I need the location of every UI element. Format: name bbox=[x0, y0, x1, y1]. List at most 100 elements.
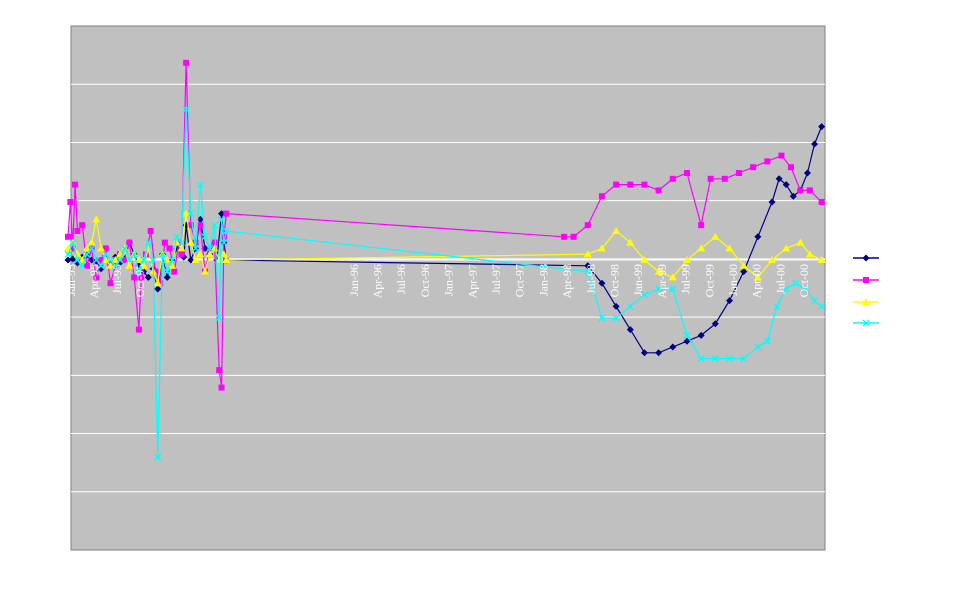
data-point bbox=[775, 175, 783, 183]
data-point bbox=[627, 181, 634, 188]
x-tick-label: Jan-99 bbox=[631, 264, 645, 296]
data-point bbox=[144, 239, 152, 247]
x-tick-label: Jul-98 bbox=[584, 264, 598, 294]
data-point bbox=[584, 262, 592, 270]
data-point bbox=[93, 274, 100, 281]
data-point bbox=[711, 320, 719, 328]
data-point bbox=[598, 279, 606, 287]
data-point bbox=[78, 262, 86, 270]
data-point bbox=[655, 187, 662, 194]
data-point bbox=[669, 285, 677, 293]
x-tick-label: Apr-98 bbox=[560, 264, 574, 298]
data-point bbox=[210, 244, 219, 252]
data-point bbox=[626, 238, 635, 246]
data-point bbox=[102, 250, 110, 258]
data-point bbox=[154, 285, 162, 293]
data-point bbox=[206, 244, 214, 252]
data-point bbox=[92, 215, 101, 223]
x-tick-label: Apr-00 bbox=[750, 264, 764, 298]
legend-item bbox=[853, 254, 879, 262]
data-point bbox=[787, 164, 794, 171]
data-point bbox=[797, 187, 804, 194]
data-point bbox=[82, 244, 91, 252]
data-point bbox=[79, 222, 86, 229]
legend-marker bbox=[862, 298, 870, 305]
x-tick-label: Jul-99 bbox=[679, 264, 693, 294]
data-point bbox=[613, 181, 620, 188]
x-tick-label: Jan-95 bbox=[64, 264, 78, 296]
data-point bbox=[177, 239, 185, 247]
data-point bbox=[135, 268, 143, 276]
data-point bbox=[171, 268, 178, 275]
data-point bbox=[83, 250, 91, 258]
data-point bbox=[211, 239, 218, 246]
data-point bbox=[598, 314, 606, 322]
data-point bbox=[69, 245, 76, 252]
data-point bbox=[626, 326, 634, 334]
data-point bbox=[163, 268, 171, 276]
data-point bbox=[668, 273, 677, 281]
data-point bbox=[768, 198, 776, 206]
data-point bbox=[197, 222, 204, 229]
data-point bbox=[126, 239, 133, 246]
data-point bbox=[168, 256, 176, 264]
data-point bbox=[669, 343, 677, 351]
data-point bbox=[683, 331, 691, 339]
data-point bbox=[782, 181, 790, 189]
data-point bbox=[216, 367, 223, 374]
data-point bbox=[778, 152, 785, 159]
x-tick-label: Oct-99 bbox=[702, 264, 716, 297]
data-point bbox=[201, 233, 209, 241]
data-point bbox=[154, 453, 162, 461]
data-point bbox=[806, 187, 813, 194]
data-point bbox=[707, 175, 714, 182]
data-point bbox=[711, 355, 719, 363]
data-point bbox=[215, 256, 224, 263]
data-point bbox=[201, 267, 210, 275]
data-point bbox=[726, 355, 733, 363]
data-point bbox=[111, 262, 119, 270]
data-point bbox=[726, 297, 733, 305]
data-point bbox=[163, 273, 171, 281]
data-point bbox=[818, 302, 826, 310]
data-point bbox=[640, 256, 649, 263]
data-point bbox=[130, 250, 138, 258]
legend-marker bbox=[862, 319, 870, 327]
x-tick-label: Apr-97 bbox=[465, 264, 479, 298]
data-point bbox=[167, 261, 176, 269]
data-point bbox=[98, 257, 105, 263]
data-point bbox=[182, 209, 191, 217]
data-point bbox=[152, 268, 159, 275]
data-point bbox=[106, 261, 115, 269]
data-point bbox=[750, 164, 757, 171]
data-point bbox=[697, 244, 706, 252]
data-point bbox=[116, 256, 124, 264]
data-point bbox=[166, 245, 173, 252]
data-point bbox=[135, 326, 142, 333]
data-point bbox=[67, 199, 74, 205]
x-tick-label: Jul-95 bbox=[110, 264, 124, 294]
data-point bbox=[142, 251, 149, 258]
data-point bbox=[654, 267, 663, 275]
series-4 bbox=[64, 105, 826, 461]
data-point bbox=[640, 349, 648, 357]
series-layer bbox=[64, 59, 826, 461]
data-point bbox=[149, 256, 157, 264]
data-point bbox=[64, 250, 72, 258]
data-point bbox=[612, 314, 620, 322]
data-point bbox=[773, 302, 781, 310]
data-point bbox=[805, 250, 814, 258]
x-tick-label: Oct-00 bbox=[797, 264, 811, 297]
data-point bbox=[64, 256, 72, 264]
legend-item bbox=[853, 319, 879, 327]
data-point bbox=[134, 256, 143, 263]
data-point bbox=[740, 355, 748, 363]
data-point bbox=[753, 273, 762, 281]
data-point bbox=[73, 250, 82, 258]
data-point bbox=[176, 239, 183, 246]
data-point bbox=[196, 181, 204, 189]
data-point bbox=[698, 222, 705, 229]
data-point bbox=[682, 256, 691, 263]
data-point bbox=[640, 291, 648, 299]
data-point bbox=[764, 158, 771, 165]
